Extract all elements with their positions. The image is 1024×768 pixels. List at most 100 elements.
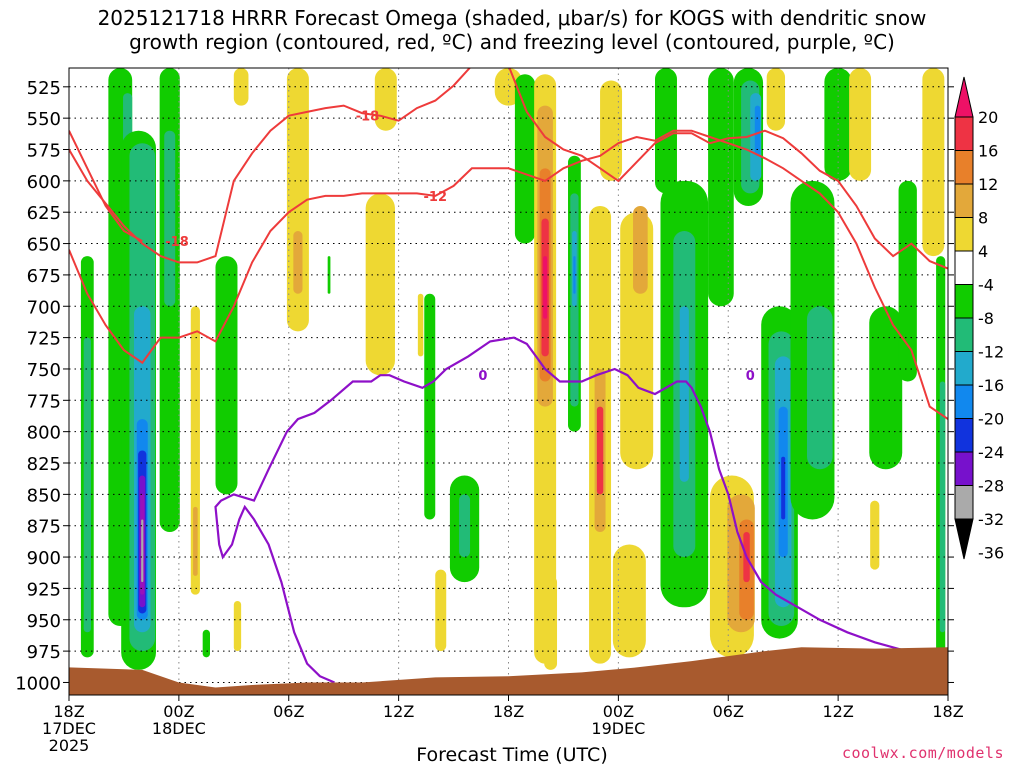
credit-text: coolwx.com/models xyxy=(841,744,1004,762)
omega-cell-73 xyxy=(898,180,917,382)
y-tick-label: 525 xyxy=(27,78,61,99)
omega-cell-75 xyxy=(922,68,945,257)
colorbar-bin xyxy=(954,183,974,218)
colorbar-label: -8 xyxy=(978,309,994,328)
x-tick-label: 17DEC xyxy=(42,719,96,738)
y-tick-label: 800 xyxy=(27,423,61,444)
colorbar-bin xyxy=(954,317,974,352)
y-tick-label: 925 xyxy=(27,579,61,600)
freezing-level-line xyxy=(214,336,948,684)
omega-cell-22 xyxy=(327,256,331,294)
terrain xyxy=(69,647,948,695)
chart-title-line-2: growth region (contoured, red, ºC) and f… xyxy=(129,30,895,54)
x-tick-label: 12Z xyxy=(383,702,414,721)
colorbar-label: -16 xyxy=(978,376,1004,395)
omega-cell-41 xyxy=(573,256,576,294)
y-tick-label: 575 xyxy=(27,141,61,162)
colorbar-bin xyxy=(954,351,974,386)
colorbar-label: -28 xyxy=(978,477,1004,496)
colorbar-bin xyxy=(954,418,974,453)
omega-cell-71 xyxy=(849,68,872,181)
colorbar-bottom-arrow xyxy=(954,518,974,560)
colorbar-bin xyxy=(954,284,974,319)
x-axis-title: Forecast Time (UTC) xyxy=(416,744,608,766)
y-tick-label: 850 xyxy=(27,485,61,506)
y-tick-label: 750 xyxy=(27,360,61,381)
omega-cell-23 xyxy=(365,193,395,376)
chart-title-line-1: 2025121718 HRRR Forecast Omega (shaded, … xyxy=(97,6,927,30)
colorbar-top-arrow xyxy=(954,76,974,118)
omega-cell-20 xyxy=(286,68,309,332)
freezing-level-label: 0 xyxy=(478,369,487,384)
omega-cell-61 xyxy=(754,105,761,156)
x-tick-label: 12Z xyxy=(822,702,853,721)
dgz-contours: -18 -12 -18 xyxy=(69,68,948,420)
omega-cell-45 xyxy=(600,80,623,181)
x-tick-label: 18Z xyxy=(53,702,84,721)
omega-cell-44 xyxy=(596,406,604,495)
dgz-contour-1 xyxy=(69,129,948,420)
y-tick-label: 825 xyxy=(27,454,61,475)
colorbar-bin xyxy=(954,451,974,486)
colorbar-bin xyxy=(954,384,974,419)
colorbar-label: -24 xyxy=(978,443,1004,462)
colorbar-label: 16 xyxy=(978,142,998,161)
colorbar-label: -36 xyxy=(978,544,1004,563)
omega-cell-17 xyxy=(202,629,211,658)
omega-cell-74 xyxy=(870,500,880,570)
y-tick-label: 875 xyxy=(27,517,61,538)
y-tick-label: 775 xyxy=(27,391,61,412)
omega-cell-66 xyxy=(781,456,786,520)
y-tick-label: 550 xyxy=(27,109,61,130)
omega-cell-18 xyxy=(233,600,242,652)
dgz-contour-label: -18 xyxy=(356,110,380,125)
x-tick-label: 00Z xyxy=(603,702,634,721)
y-tick-label: 950 xyxy=(27,611,61,632)
terrain-fill xyxy=(69,647,948,695)
y-tick-label: 625 xyxy=(27,203,61,224)
omega-cell-52 xyxy=(679,306,689,482)
omega-cell-67 xyxy=(766,68,786,131)
omega-cell-48 xyxy=(612,544,646,658)
colorbar-bin xyxy=(954,485,974,520)
y-axis: 525 550 575 600 625 650 675 700 725 750 775 800 825 8… xyxy=(15,78,954,694)
y-tick-label: 725 xyxy=(27,329,61,350)
dgz-contour-0 xyxy=(69,68,948,270)
colorbar-label: 4 xyxy=(978,242,988,261)
dgz-contour-label: -12 xyxy=(424,190,448,205)
omega-cell-27 xyxy=(435,569,447,652)
y-tick-label: 600 xyxy=(27,172,61,193)
colorbar-label: -32 xyxy=(978,510,1004,529)
dgz-contour-2 xyxy=(69,130,143,242)
omega-cell-49 xyxy=(655,68,677,194)
omega-cell-37 xyxy=(544,575,558,670)
y-tick-label: 900 xyxy=(27,548,61,569)
omega-cell-16 xyxy=(215,256,238,495)
x-tick-label: 19DEC xyxy=(591,719,645,738)
freezing-level-label: 0 xyxy=(746,369,755,384)
omega-cell-69 xyxy=(806,306,833,470)
colorbar-label: 8 xyxy=(978,209,988,228)
colorbar-label: 20 xyxy=(978,108,998,127)
omega-cell-77 xyxy=(939,381,946,633)
colorbar-bin xyxy=(954,150,974,185)
omega-cell-31 xyxy=(514,74,536,244)
dgz-contour-label: -18 xyxy=(165,235,189,250)
omega-cell-72 xyxy=(869,306,903,470)
omega-cell-13 xyxy=(164,130,176,307)
x-tick-label: 2025 xyxy=(49,736,90,755)
colorbar-bin xyxy=(954,116,974,151)
y-tick-label: 1000 xyxy=(15,673,61,694)
omega-cell-19 xyxy=(233,68,249,106)
y-tick-label: 975 xyxy=(27,642,61,663)
omega-cell-57 xyxy=(708,68,734,307)
omega-cell-47 xyxy=(633,205,648,294)
colorbar-bin xyxy=(954,250,974,285)
colorbar: 20 16 12 8 4 -4 -8 -12 -16 -20 -24 -28 -32 -36 xyxy=(954,76,1004,563)
colorbar-label: -4 xyxy=(978,276,994,295)
omega-cell-15 xyxy=(193,506,198,576)
colorbar-label: 12 xyxy=(978,175,998,194)
